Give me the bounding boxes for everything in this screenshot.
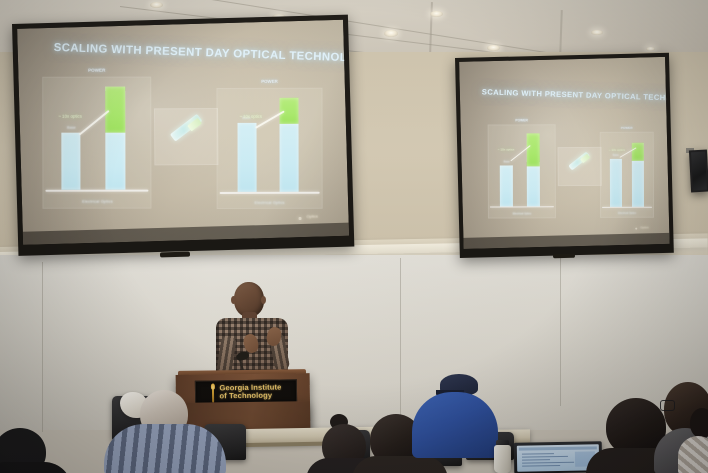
slide-right: SCALING WITH PRESENT DAY OPTICAL TECHNOL… bbox=[459, 57, 670, 249]
monitor-screen bbox=[691, 151, 707, 191]
chart-title-1: POWER bbox=[88, 67, 106, 73]
slide-inset-photo bbox=[154, 107, 219, 166]
ceiling-downlight bbox=[487, 45, 500, 51]
chart-axis-1 bbox=[45, 189, 149, 192]
bar-segment-base bbox=[279, 124, 299, 192]
audience-blue-shirt-person bbox=[412, 392, 498, 458]
bottle-cap bbox=[496, 440, 509, 447]
bar-segment-base bbox=[631, 160, 645, 207]
ceiling-downlight bbox=[591, 30, 603, 35]
bar-segment-base bbox=[237, 122, 257, 192]
chart-1-category-labels: Electrical Optics bbox=[82, 199, 113, 204]
slide-footer-bullet bbox=[635, 227, 638, 230]
water-bottle bbox=[494, 445, 511, 473]
wall-panel-seam bbox=[400, 258, 401, 432]
chart-2-category-labels: Electrical Optics bbox=[254, 200, 285, 205]
ceiling-downlight bbox=[430, 11, 443, 17]
bar-segment-optics-overhead bbox=[526, 133, 540, 167]
ceiling-downlight bbox=[150, 2, 163, 8]
annotation-optics-multiplier-1: ~ 10x optics bbox=[497, 147, 515, 152]
chart-axis-2 bbox=[219, 191, 320, 194]
audience-shoulders-patterned bbox=[678, 436, 708, 473]
slide-inset-photo bbox=[557, 146, 602, 187]
ceiling-downlight bbox=[646, 47, 655, 51]
chart-title-1: POWER bbox=[515, 118, 528, 123]
chart-card-power-1: POWER Base ~ 10x optics Electrical Optic… bbox=[487, 118, 556, 219]
bar-2-electrical bbox=[237, 122, 257, 192]
bar-2-optics bbox=[631, 142, 645, 207]
annotation-optics-multiplier-2: ~ 10x optics bbox=[239, 113, 262, 119]
slide-footer-text: Optics bbox=[306, 213, 318, 219]
slide-title: SCALING WITH PRESENT DAY OPTICAL TECHNOL… bbox=[481, 87, 670, 104]
wall-panel-seam bbox=[42, 262, 43, 432]
bar-segment-base bbox=[499, 165, 513, 207]
slide-title: SCALING WITH PRESENT DAY OPTICAL TECHNOL… bbox=[53, 41, 350, 66]
chart-card-power-2: POWER Base ~ 10x optics Electrical Optic… bbox=[599, 126, 655, 218]
audience-baseball-cap bbox=[440, 374, 478, 395]
bar-1-electrical bbox=[61, 132, 81, 190]
venue-name-line2: of Technology bbox=[219, 390, 273, 401]
bar-2-electrical bbox=[609, 158, 623, 207]
chart-title-2: POWER bbox=[261, 78, 278, 84]
presenter-ear bbox=[231, 296, 236, 304]
audience-shoulders-striped-shirt bbox=[104, 424, 226, 473]
audience-head-edge bbox=[690, 408, 708, 438]
bar-1-optics bbox=[105, 86, 126, 190]
annotation-optics-multiplier-2: ~ 10x optics bbox=[608, 147, 625, 152]
wall-lower-panels bbox=[0, 255, 708, 430]
audience-shoulders bbox=[352, 456, 448, 473]
bar-segment-optics-overhead bbox=[631, 142, 644, 161]
slide-footer-text: Optics bbox=[640, 225, 649, 230]
annotation-optics-multiplier-1: ~ 10x optics bbox=[58, 113, 82, 119]
audience-shoulders-silhouette bbox=[0, 462, 72, 473]
bar-segment-base bbox=[61, 132, 81, 190]
bar-segment-base bbox=[526, 166, 540, 207]
presenter-ear bbox=[261, 296, 266, 304]
chart-title-2: POWER bbox=[620, 125, 633, 130]
laptop-doc-toolbar bbox=[518, 446, 597, 451]
wall-mounted-monitor[interactable] bbox=[688, 149, 708, 193]
laptop-doc-line bbox=[521, 453, 554, 455]
laptop-doc-line bbox=[521, 455, 568, 458]
bar-segment-base bbox=[105, 132, 126, 190]
slide-left: SCALING WITH PRESENT DAY OPTICAL TECHNOL… bbox=[17, 20, 349, 245]
slide-footer-bullet bbox=[298, 216, 302, 221]
chart-card-power-2: POWER Base ~ 10x optics Electrical Optic… bbox=[216, 79, 323, 209]
bar-1-optics bbox=[526, 133, 540, 207]
gt-torch-icon bbox=[210, 383, 215, 402]
bar-annotation-base-1: Base bbox=[503, 160, 510, 164]
bar-1-electrical bbox=[499, 165, 513, 207]
eyeglasses-icon bbox=[660, 400, 675, 411]
chart-card-power-1: POWER Base ~ 10x optics Ele bbox=[42, 68, 152, 209]
wall-panel-seam bbox=[560, 256, 561, 406]
left-projection-screen: SCALING WITH PRESENT DAY OPTICAL TECHNOL… bbox=[12, 14, 355, 256]
chart-2-category-labels: Electrical Optics bbox=[618, 211, 636, 215]
right-screen-roller-tab[interactable] bbox=[552, 253, 576, 259]
laptop-doc-line bbox=[522, 461, 575, 464]
laptop-doc-line bbox=[522, 459, 551, 461]
chart-1-category-labels: Electrical Optics bbox=[512, 212, 532, 216]
presenter-neck bbox=[242, 312, 257, 323]
laptop-doc-line bbox=[522, 464, 561, 467]
right-projection-screen: SCALING WITH PRESENT DAY OPTICAL TECHNOL… bbox=[455, 52, 674, 258]
left-screen-roller-tab[interactable] bbox=[159, 251, 191, 258]
bar-segment-base bbox=[609, 158, 623, 207]
ceiling-downlight bbox=[384, 30, 398, 37]
